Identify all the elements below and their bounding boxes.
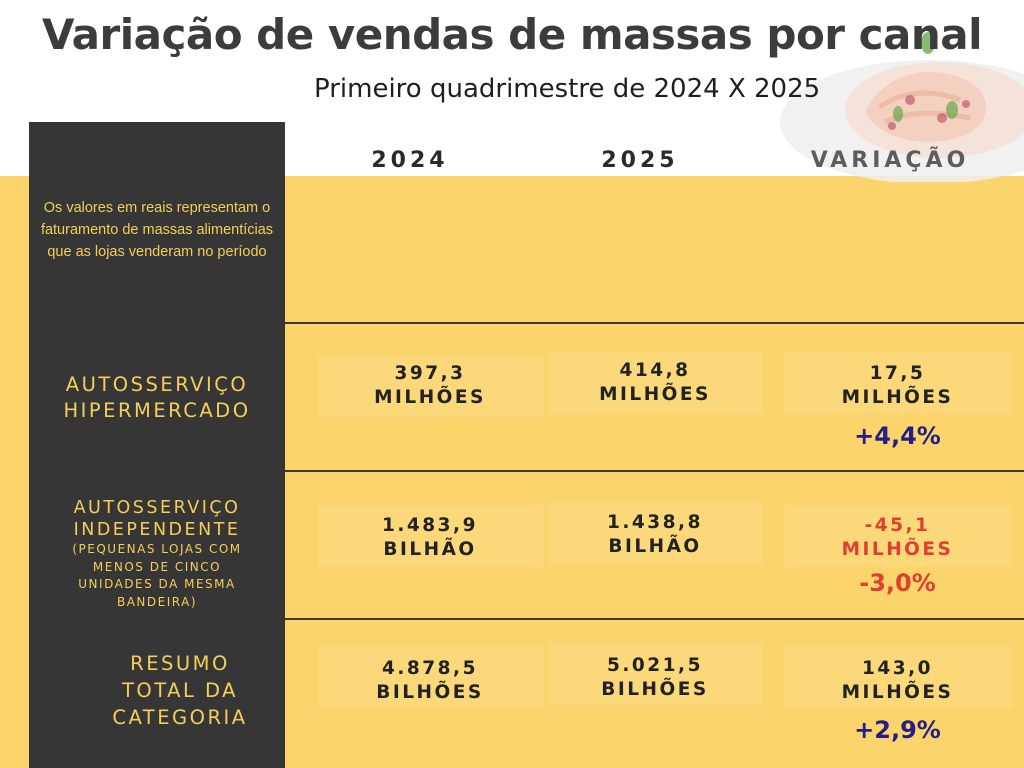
row-divider: [285, 618, 1024, 620]
page-title: Variação de vendas de massas por canal: [41, 10, 983, 59]
row-label-total: RESUMO TOTAL DA CATEGORIA: [112, 652, 248, 729]
row-divider: [285, 322, 1024, 324]
column-header-2025: 2025: [601, 148, 679, 173]
cell-background: [548, 352, 763, 414]
value-2025-total: 5.021,5 BILHÕES: [601, 655, 709, 700]
row-label-hipermercado: AUTOSSERVIÇO HIPERMERCADO: [63, 373, 251, 422]
column-header-2024: 2024: [371, 148, 449, 173]
label-sidebar: [29, 122, 285, 768]
value-2024-total: 4.878,5 BILHÕES: [376, 658, 484, 703]
variation-value-hipermercado: 17,5 MILHÕES: [841, 363, 954, 408]
cell-background: [785, 352, 1013, 414]
cell-background: [318, 505, 543, 567]
page-subtitle: Primeiro quadrimestre de 2024 X 2025: [314, 74, 821, 104]
value-2024-independente: 1.483,9 BILHÃO: [382, 515, 478, 560]
variation-percent-total: +2,9%: [854, 716, 941, 744]
cell-background: [548, 643, 763, 705]
value-2025-hipermercado: 414,8 MILHÕES: [599, 360, 711, 405]
value-2025-independente: 1.438,8 BILHÃO: [607, 512, 703, 557]
value-2024-hipermercado: 397,3 MILHÕES: [374, 363, 486, 408]
variation-value-independente: -45,1 MILHÕES: [841, 515, 954, 560]
column-header-variacao: VARIAÇÃO: [810, 148, 970, 173]
variation-percent-hipermercado: +4,4%: [854, 422, 941, 450]
values-note: Os valores em reais representam o fatura…: [40, 200, 274, 260]
cell-background: [318, 355, 543, 417]
row-divider: [285, 470, 1024, 472]
cell-background: [318, 646, 543, 708]
row-label-independente: AUTOSSERVIÇO INDEPENDENTE (PEQUENAS LOJA…: [72, 498, 242, 609]
cell-background: [785, 646, 1013, 708]
cell-background: [785, 505, 1013, 567]
variation-value-total: 143,0 MILHÕES: [841, 658, 954, 703]
cell-background: [548, 502, 763, 564]
variation-percent-independente: -3,0%: [859, 569, 936, 597]
